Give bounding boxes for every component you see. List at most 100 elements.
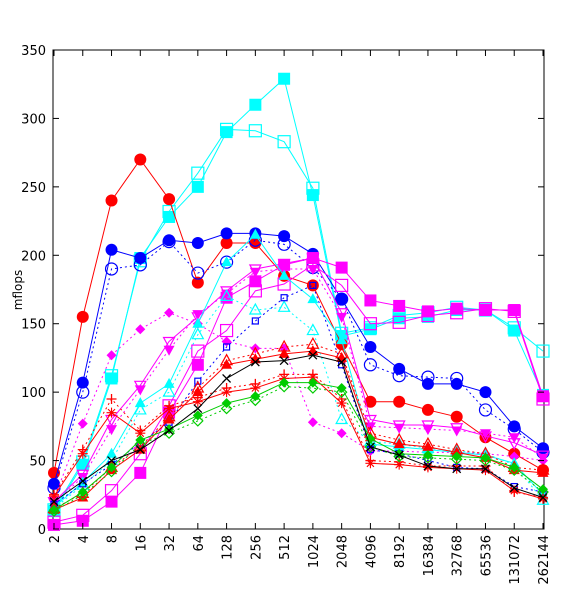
data-point [307, 293, 319, 304]
x-axis-ticks: 2 4 8 16 32 64 128 256 512 1024 2048 4096 8192 16384 3… [48, 50, 552, 585]
series-line [53, 264, 544, 523]
data-point [221, 387, 232, 398]
data-point [450, 371, 464, 386]
data-point [191, 380, 205, 393]
data-point [134, 397, 146, 408]
data-point [479, 386, 492, 399]
data-point [336, 428, 347, 439]
data-point [219, 122, 234, 136]
data-point [278, 347, 290, 358]
data-point [480, 465, 491, 476]
data-point [277, 339, 291, 352]
x-tick-label: 64 [192, 535, 207, 552]
data-point [537, 453, 549, 464]
data-point [307, 417, 318, 428]
x-tick-label: 128 [221, 535, 236, 560]
data-point [508, 324, 521, 337]
data-point [250, 383, 261, 394]
data-point [307, 372, 318, 383]
data-point [222, 373, 232, 383]
data-point [478, 302, 493, 316]
data-point [393, 450, 406, 463]
data-point [478, 403, 493, 417]
data-point [49, 497, 59, 507]
data-point [135, 324, 146, 335]
data-point [308, 350, 318, 360]
data-point [162, 204, 176, 219]
data-point [48, 466, 60, 479]
data-point [451, 426, 463, 437]
data-point [76, 310, 89, 323]
series-line [53, 77, 544, 512]
data-point [248, 346, 262, 359]
x-tick-label: 2048 [336, 535, 351, 568]
data-point [421, 370, 435, 384]
y-tick-label: 250 [21, 181, 46, 196]
data-point [421, 305, 434, 318]
data-point [365, 442, 375, 452]
series-5 [47, 233, 550, 495]
data-point [134, 385, 146, 396]
data-point [479, 454, 492, 467]
x-tick-label: 65536 [479, 535, 494, 576]
data-point [192, 396, 203, 407]
data-point [76, 385, 90, 399]
data-point [249, 267, 261, 278]
data-point [134, 252, 147, 265]
data-point [421, 308, 435, 323]
data-point [249, 394, 262, 407]
data-point [393, 438, 405, 449]
data-point [248, 124, 262, 138]
data-point [191, 358, 204, 371]
data-point [509, 462, 520, 473]
data-point [280, 294, 288, 302]
series-line [53, 295, 544, 509]
y-axis-ticks: 0 50 100 150 200 250 300 350 [21, 44, 544, 538]
data-point [191, 344, 205, 358]
data-point [393, 423, 405, 434]
series-line [53, 239, 544, 489]
series-20 [49, 350, 548, 507]
y-axis-label: mflops [11, 270, 25, 310]
data-point [104, 484, 119, 498]
data-point [191, 166, 205, 180]
data-point [191, 276, 204, 289]
x-tick-label: 32 [163, 535, 178, 552]
data-point [277, 237, 291, 251]
data-point [335, 292, 349, 306]
data-point [335, 386, 348, 398]
data-point [450, 410, 463, 423]
data-point [364, 340, 377, 353]
data-point [422, 425, 434, 436]
data-point [162, 384, 176, 397]
data-point [336, 383, 347, 394]
series-line [53, 382, 544, 511]
data-point [278, 72, 291, 85]
data-point [222, 343, 231, 351]
data-point [49, 504, 59, 515]
data-point [509, 485, 520, 496]
data-point [220, 402, 233, 415]
data-point [249, 228, 261, 239]
data-point [393, 299, 406, 312]
data-point [104, 369, 119, 383]
data-point [306, 279, 319, 292]
data-point [133, 258, 147, 272]
data-point [508, 433, 520, 444]
x-tick-label: 131072 [508, 535, 523, 585]
data-point [481, 464, 490, 474]
data-point [393, 362, 406, 375]
x-tick-label: 4096 [364, 535, 379, 568]
data-point [191, 327, 205, 340]
data-point [278, 269, 290, 280]
data-point [164, 403, 175, 414]
data-point [250, 391, 261, 402]
data-point [164, 426, 174, 435]
data-point [106, 462, 117, 473]
data-point [249, 98, 262, 111]
x-tick-label: 4 [77, 535, 92, 543]
data-point [106, 393, 117, 404]
data-point [421, 377, 434, 390]
series-6 [48, 252, 549, 531]
data-point [423, 461, 433, 471]
